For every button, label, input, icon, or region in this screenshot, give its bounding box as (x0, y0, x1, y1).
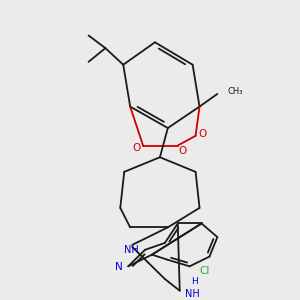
Text: H: H (191, 278, 198, 286)
Text: N: N (115, 262, 122, 272)
Text: O: O (178, 146, 187, 156)
Text: O: O (132, 142, 140, 152)
Text: Cl: Cl (200, 266, 210, 276)
Text: NH: NH (185, 289, 200, 298)
Text: CH₃: CH₃ (227, 86, 243, 95)
Text: O: O (198, 129, 207, 139)
Text: NH: NH (124, 245, 139, 255)
